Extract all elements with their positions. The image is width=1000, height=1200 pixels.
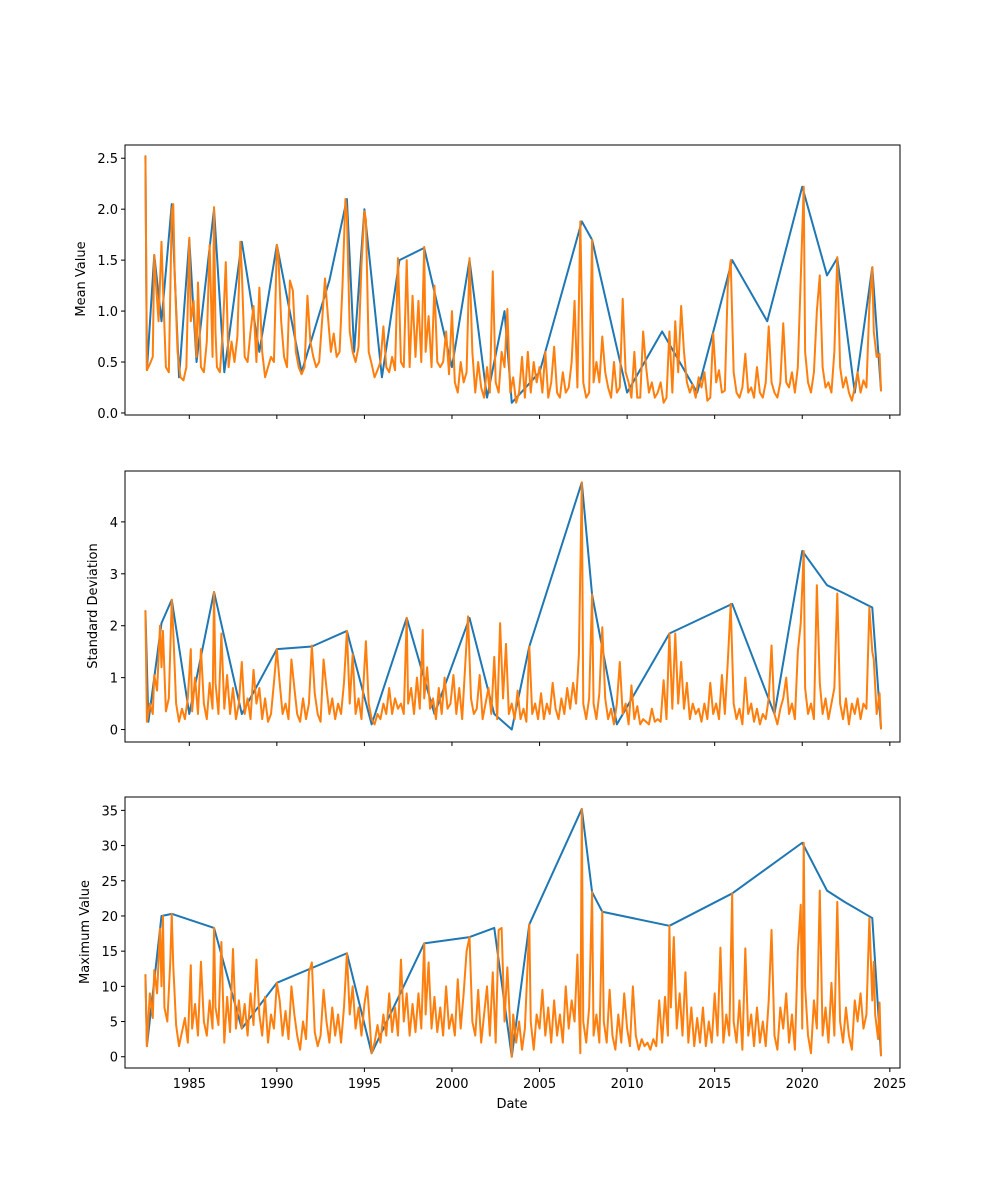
ytick-label-mean-3: 1.5 — [97, 254, 118, 269]
ytick-label-max-0: 0 — [110, 1051, 118, 1066]
ytick-label-std-3: 3 — [110, 568, 118, 583]
ytick-label-max-1: 5 — [110, 1016, 118, 1031]
ytick-label-max-5: 25 — [101, 875, 118, 890]
axes-frame-max — [124, 796, 901, 1069]
xtick-label-max-7: 2020 — [786, 1077, 819, 1092]
ytick-label-std-4: 4 — [110, 516, 118, 531]
ytick-label-std-0: 0 — [110, 724, 118, 739]
ylabel-std: Standard Deviation — [86, 543, 101, 668]
series-line-std-1 — [144, 481, 883, 730]
xtick-label-max-1: 1990 — [260, 1077, 293, 1092]
ylabel-mean: Mean Value — [74, 241, 89, 316]
xlabel-date: Date — [496, 1097, 527, 1112]
ytick-label-max-7: 35 — [101, 804, 118, 819]
ytick-label-mean-1: 0.5 — [97, 356, 118, 371]
ytick-label-max-2: 10 — [101, 980, 118, 995]
xtick-label-max-0: 1985 — [173, 1077, 206, 1092]
subplot-std: Standard Deviation 0 1 2 3 4 — [86, 470, 901, 746]
xtick-label-max-3: 2000 — [435, 1077, 468, 1092]
ytick-label-mean-5: 2.5 — [97, 152, 118, 167]
ytick-label-mean-2: 1.0 — [97, 305, 118, 320]
ytick-label-std-2: 2 — [110, 620, 118, 635]
xtick-label-max-5: 2010 — [611, 1077, 644, 1092]
ytick-label-max-4: 20 — [101, 910, 118, 925]
xtick-label-max-2: 1995 — [348, 1077, 381, 1092]
ytick-label-mean-0: 0.0 — [97, 407, 118, 422]
series-line-max-1 — [144, 807, 883, 1058]
ytick-label-max-6: 30 — [101, 840, 118, 855]
ytick-label-mean-4: 2.0 — [97, 203, 118, 218]
xtick-label-max-6: 2015 — [698, 1077, 731, 1092]
ytick-label-std-1: 1 — [110, 672, 118, 687]
axes-frame-mean — [124, 144, 901, 416]
ylabel-max: Maximum Value — [78, 880, 93, 984]
xtick-label-max-8: 2025 — [873, 1077, 906, 1092]
series-line-mean-1 — [144, 155, 883, 404]
ytick-label-max-3: 15 — [101, 945, 118, 960]
axes-frame-std — [124, 470, 901, 743]
xtick-label-max-4: 2005 — [523, 1077, 556, 1092]
subplot-mean: Mean Value 0.0 0.5 1.0 1.5 2.0 2.5 — [74, 144, 901, 422]
